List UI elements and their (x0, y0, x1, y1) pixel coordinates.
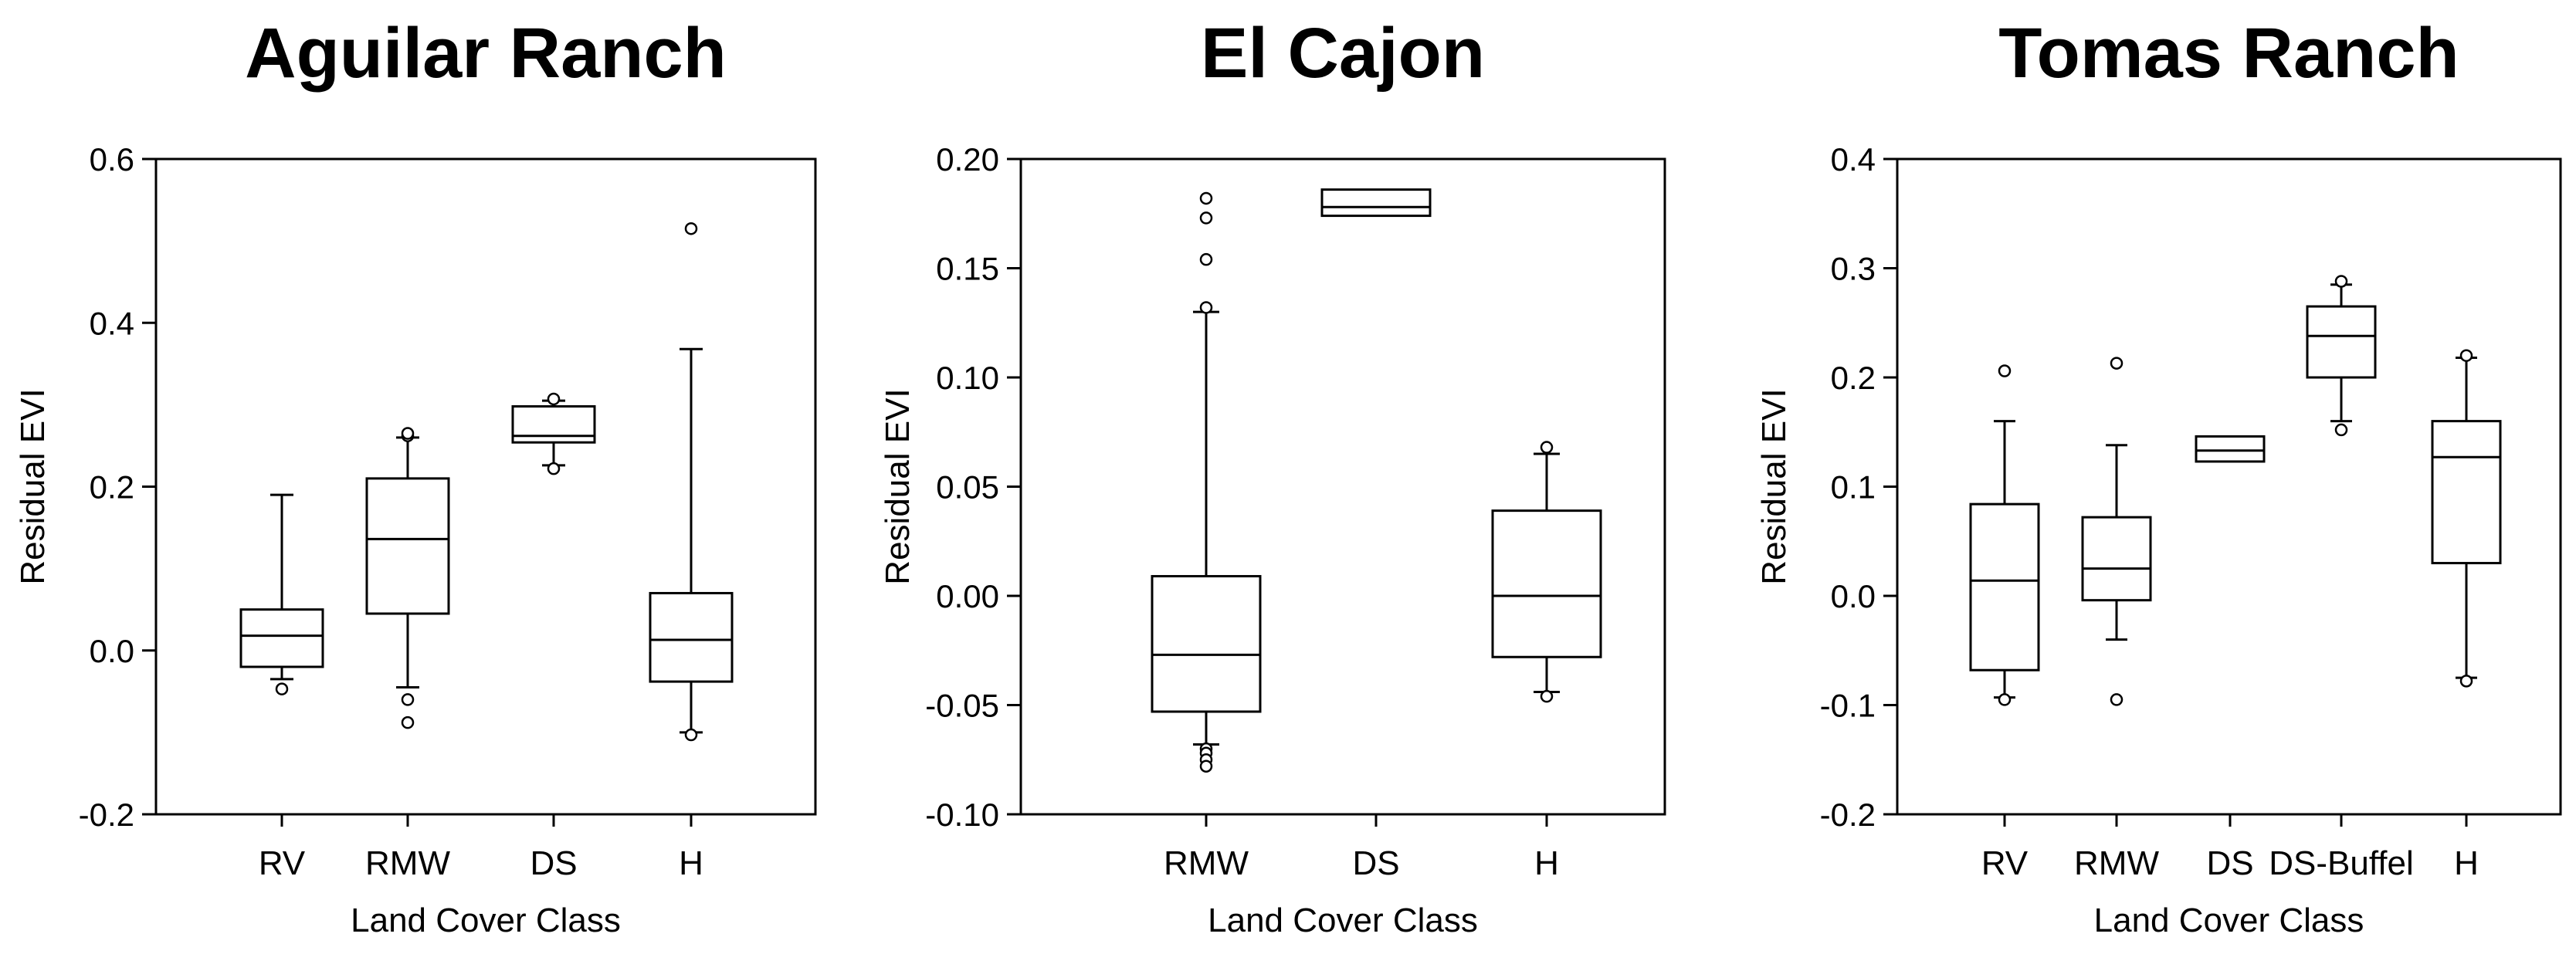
x-axis-label: Land Cover Class (2094, 902, 2364, 939)
y-tick-label: 0.10 (936, 360, 999, 396)
y-tick-label: -0.10 (925, 797, 999, 833)
chart-panel-3: Tomas Ranch -0.2 -0.1 0.0 0.1 0.2 0.3 0.4 Residu… (1755, 14, 2562, 939)
outlier-point (401, 716, 415, 729)
y-tick-label: 0.3 (1831, 251, 1876, 287)
y-tick-label: 0.05 (936, 469, 999, 506)
y-tick-label: -0.2 (1820, 797, 1876, 833)
y-axis-label: Residual EVI (14, 388, 52, 584)
y-tick-label: 0.1 (1831, 469, 1876, 506)
x-tick-label: DS (530, 844, 577, 882)
outlier-point (1199, 211, 1213, 225)
box-DS-Buffel: DS-Buffel (2269, 275, 2414, 882)
y-tick-label: 0.6 (90, 141, 134, 178)
x-tick-label: RV (259, 844, 306, 882)
box-RMW: RMW (2074, 357, 2159, 882)
box-H: H (2431, 349, 2502, 882)
x-axis-label: Land Cover Class (351, 902, 621, 939)
y-tick-label: -0.2 (79, 797, 134, 833)
x-tick-label: H (679, 844, 703, 882)
box-DS: DS (2195, 435, 2266, 882)
y-tick-label: 0.0 (1831, 578, 1876, 614)
box-iqr (2081, 516, 2152, 602)
outlier-point (1199, 759, 1213, 773)
outlier-point (1540, 441, 1554, 454)
box-H: H (649, 222, 734, 882)
y-tick-label: 0.00 (936, 578, 999, 614)
outlier-point (1199, 191, 1213, 205)
y-tick-label: 0.0 (90, 633, 134, 669)
y-tick-label: 0.2 (1831, 360, 1876, 396)
outlier-point (2459, 675, 2473, 688)
outlier-point (2110, 693, 2124, 706)
box-iqr (239, 608, 324, 668)
outlier-point (684, 728, 698, 742)
box-RMW: RMW (1151, 191, 1262, 882)
box-iqr (2195, 435, 2266, 463)
outlier-point (2334, 275, 2348, 288)
x-tick-label: H (1534, 844, 1559, 882)
box-iqr (1320, 188, 1432, 218)
outlier-point (1199, 301, 1213, 314)
plot-frame (154, 157, 817, 816)
x-tick-label: DS (1352, 844, 1399, 882)
x-tick-label: RMW (1164, 844, 1249, 882)
outlier-point (1998, 693, 2012, 706)
outlier-point (547, 392, 561, 406)
box-iqr (2431, 420, 2502, 565)
x-tick-label: H (2454, 844, 2479, 882)
plot-frame (1019, 157, 1666, 816)
x-tick-label: RMW (365, 844, 450, 882)
box-DS: DS (511, 392, 596, 882)
y-tick-label: 0.15 (936, 251, 999, 287)
outlier-point (684, 222, 698, 235)
box-RV: RV (1969, 364, 2040, 882)
chart-title: Aguilar Ranch (245, 14, 727, 93)
outlier-point (2459, 349, 2473, 362)
x-tick-label: DS (2206, 844, 2253, 882)
plot-frame (1896, 157, 2562, 816)
outlier-point (547, 462, 561, 475)
chart-title: El Cajon (1201, 14, 1485, 93)
chart-panel-1: Aguilar Ranch -0.2 0.0 0.2 0.4 0.6 Residual EV… (14, 14, 817, 939)
box-RV: RV (239, 493, 324, 882)
box-iqr (2306, 305, 2377, 379)
x-axis-label: Land Cover Class (1208, 902, 1478, 939)
box-DS: DS (1320, 188, 1432, 882)
box-iqr (1491, 509, 1602, 658)
box-iqr (511, 404, 596, 444)
outlier-point (401, 427, 415, 440)
outlier-point (2334, 423, 2348, 437)
x-tick-label: RMW (2074, 844, 2159, 882)
outlier-point (1540, 689, 1554, 703)
box-iqr (1151, 575, 1262, 713)
box-iqr (1969, 502, 2040, 672)
chart-panel-2: El Cajon -0.10 -0.05 0.00 0.05 0.10 0.15 0.20 Re… (879, 14, 1666, 939)
box-iqr (365, 477, 450, 615)
y-axis-label: Residual EVI (879, 388, 917, 584)
outlier-point (1199, 252, 1213, 266)
y-axis-label: Residual EVI (1755, 388, 1793, 584)
outlier-point (275, 682, 289, 695)
y-tick-label: 0.20 (936, 141, 999, 178)
x-tick-label: RV (1981, 844, 2029, 882)
x-tick-label: DS-Buffel (2269, 844, 2414, 882)
box-H: H (1491, 441, 1602, 882)
y-tick-label: 0.2 (90, 469, 134, 506)
outlier-point (401, 693, 415, 706)
outlier-point (1998, 364, 2012, 377)
chart-title: Tomas Ranch (1998, 14, 2459, 93)
y-tick-label: -0.05 (925, 688, 999, 724)
y-tick-label: 0.4 (1831, 141, 1876, 178)
box-iqr (649, 591, 734, 683)
outlier-point (2110, 357, 2124, 370)
y-tick-label: -0.1 (1820, 688, 1876, 724)
y-tick-label: 0.4 (90, 305, 134, 341)
box-RMW: RMW (365, 427, 450, 882)
